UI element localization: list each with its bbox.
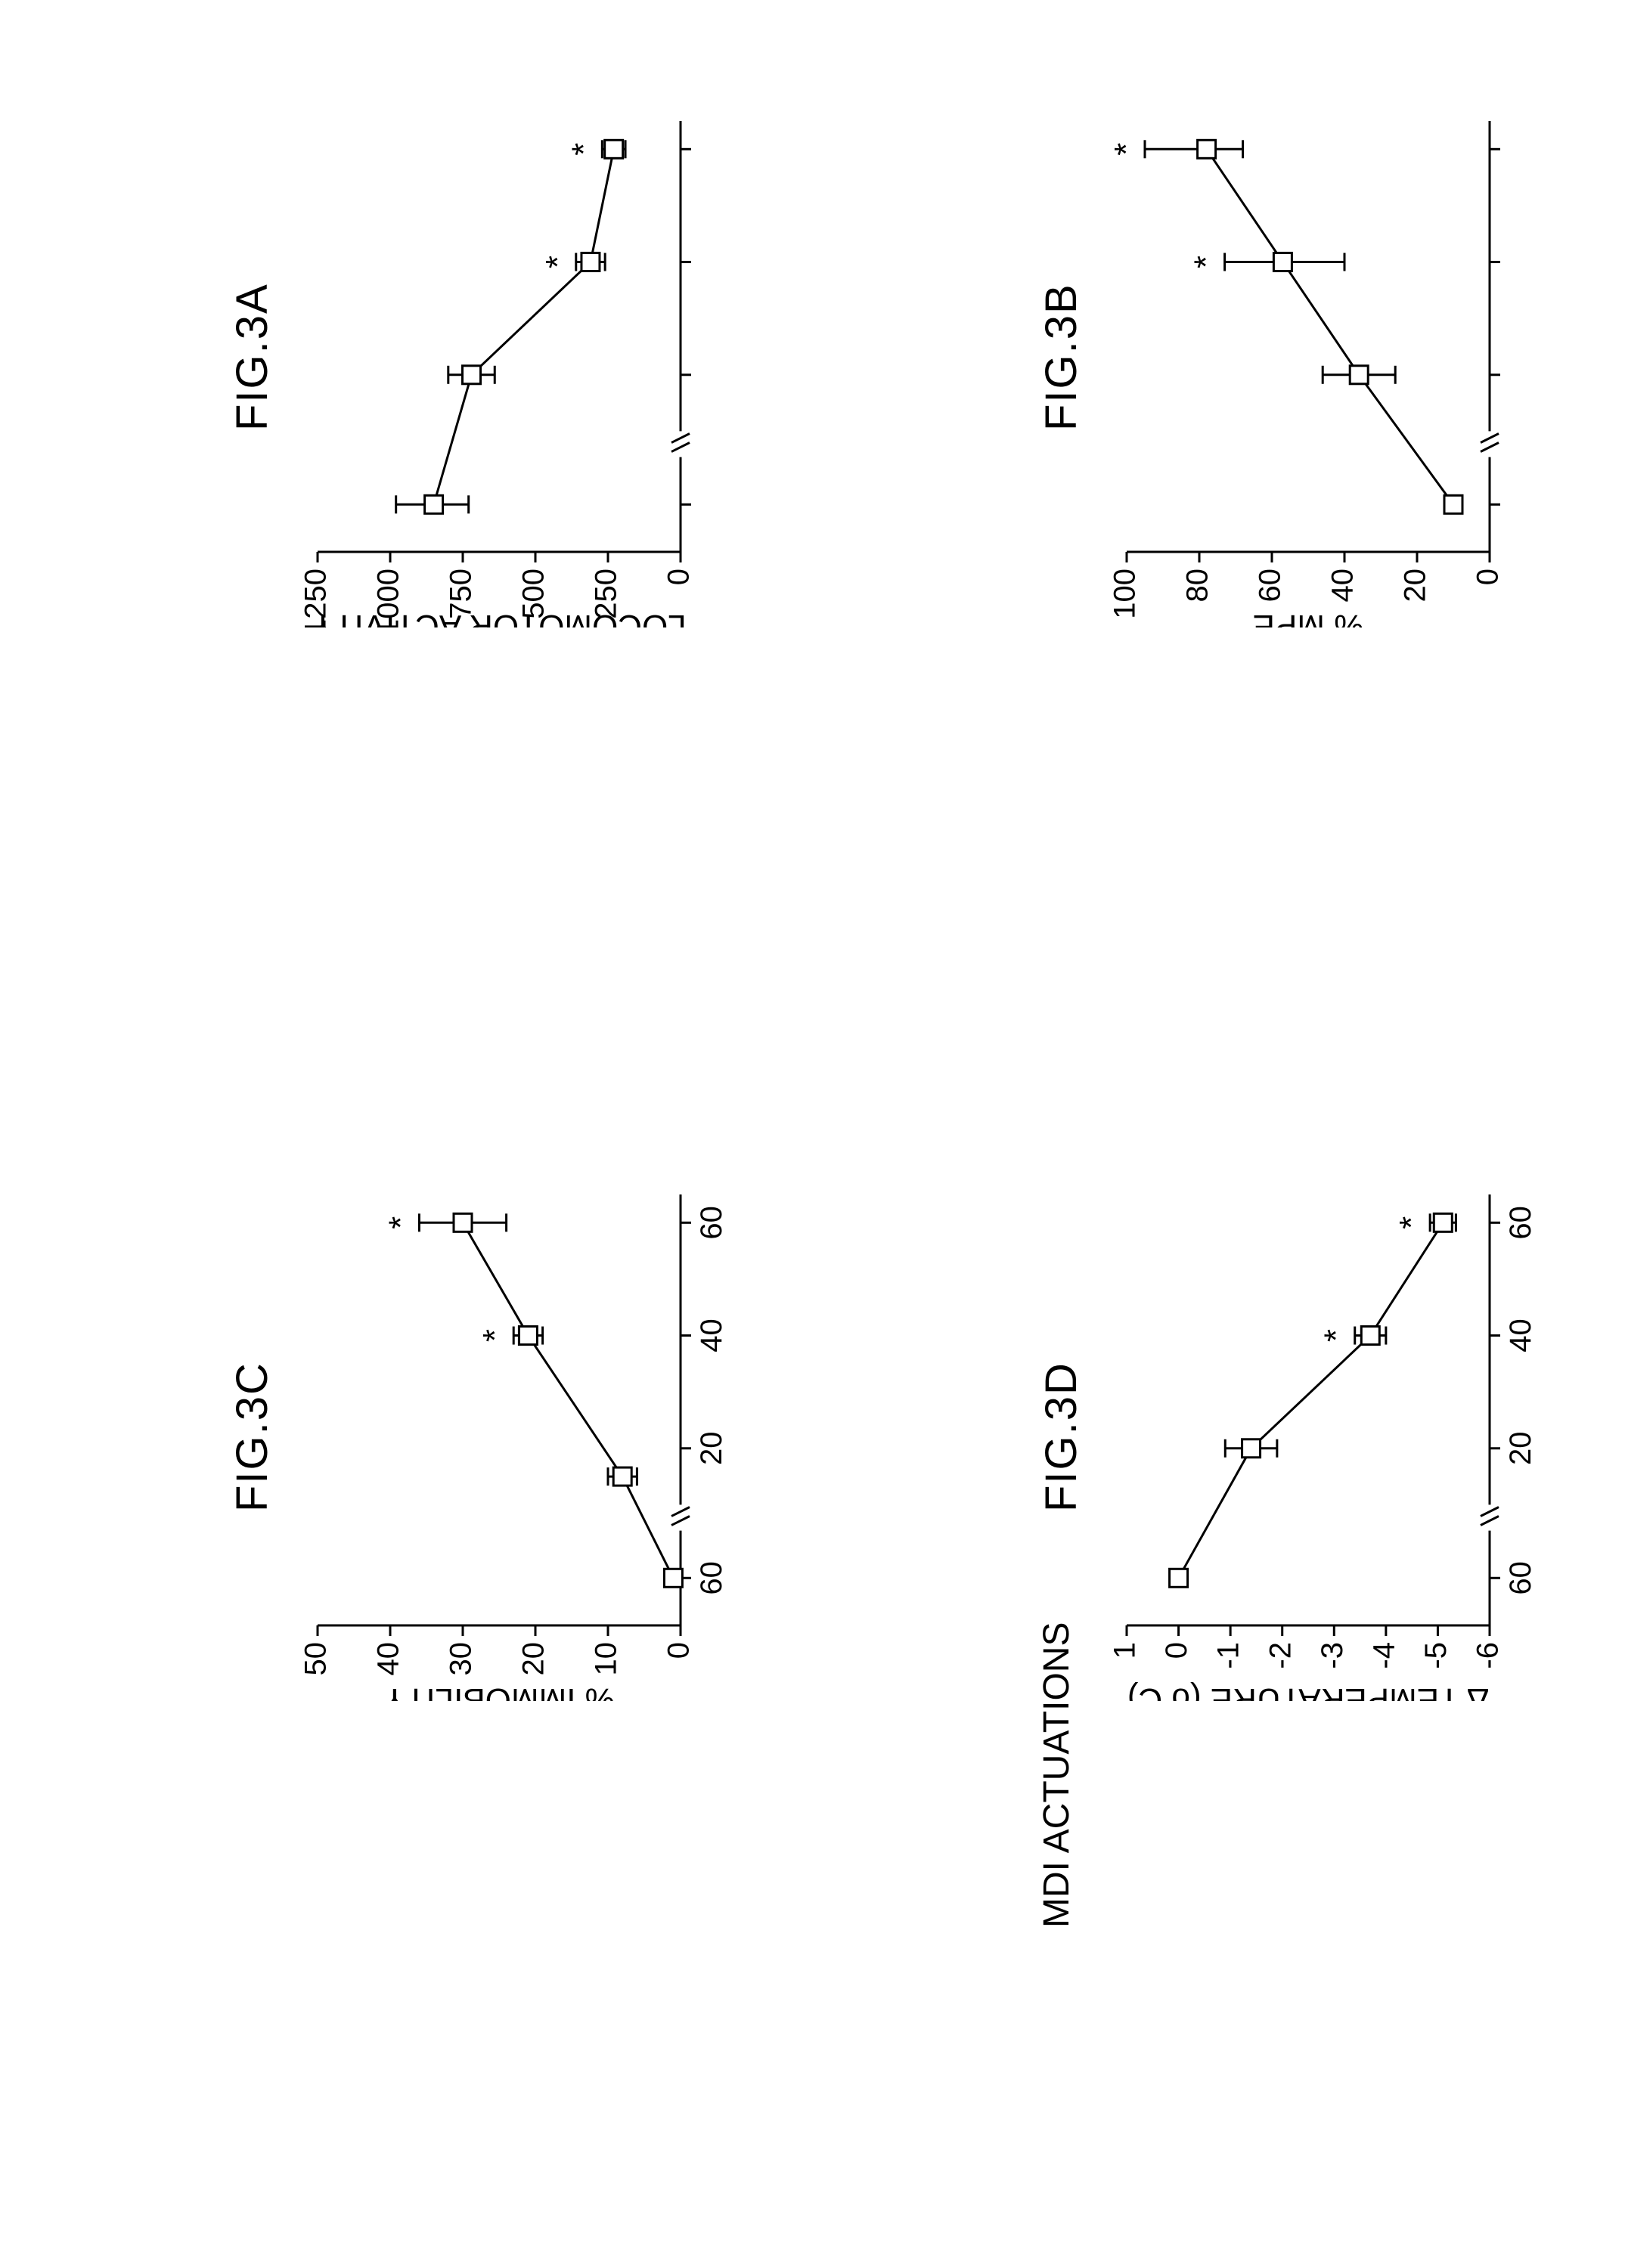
data-marker xyxy=(1242,1439,1261,1458)
data-marker xyxy=(1170,1569,1188,1587)
panel-label-A: FIG.3A xyxy=(227,283,278,431)
chart-svg-D: -6 -5 -4 -3 -2 -1 0 1 60 20 40 60 * * Δ TEMPERATURE (o… xyxy=(1112,1179,1535,1701)
chart-svg-C: 0102030405060204060**% IMMOBILITYVEHICLE… xyxy=(302,1179,726,1701)
significance-star: * xyxy=(1188,256,1225,268)
x-tick-label: 20 xyxy=(1504,1432,1535,1466)
x-tick-label: 60 xyxy=(695,1206,726,1240)
y-tick-label: 1 xyxy=(1112,1642,1142,1659)
y-tick-label: -1 xyxy=(1212,1642,1245,1669)
data-marker xyxy=(605,140,623,158)
x-axis-caption: MDI ACTUATIONS xyxy=(1036,1622,1078,1928)
chart-panel-C: 0102030405060204060**% IMMOBILITYVEHICLE… xyxy=(302,1179,726,1701)
x-tick-label: 60 xyxy=(1504,1561,1535,1595)
y-tick-label: 50 xyxy=(302,1642,333,1676)
x-tick-label: 40 xyxy=(1504,1318,1535,1352)
y-tick-label: 30 xyxy=(445,1642,478,1676)
y-tick-label: -4 xyxy=(1367,1642,1400,1669)
y-tick-label: -6 xyxy=(1471,1642,1505,1669)
chart-panel-B: 0 20 40 60 80 100 * * % MPE xyxy=(1112,106,1535,627)
data-marker xyxy=(425,495,443,513)
y-tick-label: 10 xyxy=(590,1642,623,1676)
data-marker xyxy=(463,366,481,384)
y-axis-label: Δ TEMPERATURE (o C) xyxy=(1127,1681,1489,1701)
significance-star: * xyxy=(476,1329,513,1342)
y-axis-label: % MPE xyxy=(1253,608,1364,627)
y-tick-label: 60 xyxy=(1254,569,1287,603)
y-axis-label: LOCOMOTOR ACTIVITY xyxy=(312,608,686,627)
significance-star: * xyxy=(539,256,576,268)
data-marker xyxy=(519,1327,537,1345)
x-tick-label: 40 xyxy=(695,1318,726,1352)
y-tick-label: -3 xyxy=(1316,1642,1349,1669)
y-tick-label: -5 xyxy=(1419,1642,1453,1669)
significance-star: * xyxy=(1112,143,1145,156)
data-marker xyxy=(613,1467,631,1486)
chart-panel-D: -6 -5 -4 -3 -2 -1 0 1 60 20 40 60 * * Δ TEMPERATURE (o… xyxy=(1112,1179,1535,1701)
y-tick-label: 80 xyxy=(1181,569,1214,603)
chart-panel-A: 025050075010001250**LOCOMOTOR ACTIVITY xyxy=(302,106,726,627)
significance-star: * xyxy=(382,1216,419,1229)
x-tick-label: 60 xyxy=(695,1561,726,1595)
y-tick-label: 20 xyxy=(1399,569,1432,603)
y-tick-label: 100 xyxy=(1112,569,1142,619)
data-marker xyxy=(1434,1213,1452,1232)
significance-star: * xyxy=(565,143,602,156)
panel-label-D: FIG.3D xyxy=(1036,1362,1087,1512)
panel-label-C: FIG.3C xyxy=(227,1362,278,1512)
chart-svg-B: 0 20 40 60 80 100 * * % MPE xyxy=(1112,106,1535,627)
significance-star: * xyxy=(1318,1329,1355,1342)
data-marker xyxy=(1350,366,1368,384)
y-axis-label: % IMMOBILITY xyxy=(383,1681,615,1701)
y-tick-label: 40 xyxy=(1326,569,1360,603)
data-marker xyxy=(1361,1327,1379,1345)
data-marker xyxy=(1273,253,1292,271)
x-tick-label: 20 xyxy=(695,1432,726,1466)
data-marker xyxy=(664,1569,682,1587)
panel-label-B: FIG.3B xyxy=(1036,283,1087,431)
data-marker xyxy=(1444,495,1462,513)
data-marker xyxy=(1198,140,1216,158)
significance-star: * xyxy=(1393,1216,1430,1229)
y-tick-label: 0 xyxy=(1471,569,1505,585)
y-tick-label: 0 xyxy=(1160,1642,1193,1659)
data-marker xyxy=(454,1213,472,1232)
y-tick-label: 0 xyxy=(662,569,696,585)
data-marker xyxy=(581,253,600,271)
y-tick-label: 20 xyxy=(517,1642,550,1676)
y-tick-label: 40 xyxy=(372,1642,405,1676)
y-tick-label: 0 xyxy=(662,1642,696,1659)
chart-svg-A: 025050075010001250**LOCOMOTOR ACTIVITY xyxy=(302,106,726,627)
x-tick-label: 60 xyxy=(1504,1206,1535,1240)
y-tick-label: -2 xyxy=(1264,1642,1297,1669)
